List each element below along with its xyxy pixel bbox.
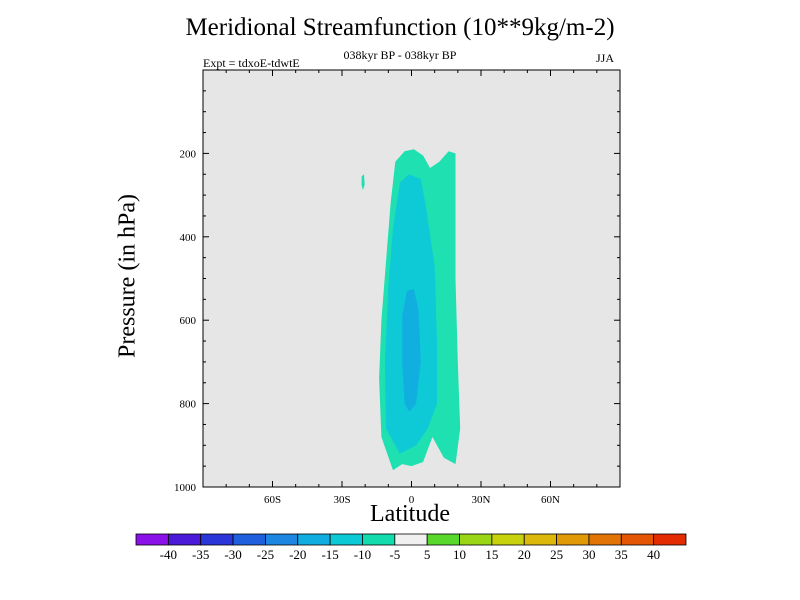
colorbar-label: -25 xyxy=(257,547,274,562)
colorbar-box xyxy=(135,533,169,546)
colorbar-label: -10 xyxy=(354,547,371,562)
x-tick-label: 0 xyxy=(409,494,415,506)
colorbar-label: 20 xyxy=(518,547,531,562)
colorbar-box xyxy=(200,533,234,546)
colorbar-box xyxy=(556,533,590,546)
colorbar-box xyxy=(426,533,460,546)
colorbar-label: 10 xyxy=(453,547,466,562)
colorbar-label: 5 xyxy=(424,547,431,562)
x-tick-label: 30N xyxy=(472,494,491,506)
x-tick-label: 60N xyxy=(541,494,560,506)
colorbar-box xyxy=(459,533,493,546)
x-axis-label: Latitude xyxy=(370,501,450,527)
colorbar-box xyxy=(265,533,299,546)
colorbar-label: 15 xyxy=(485,547,498,562)
y-tick-label: 200 xyxy=(180,148,197,160)
colorbar-box xyxy=(588,533,622,546)
y-tick-label: 400 xyxy=(180,232,197,244)
colorbar-box xyxy=(653,533,687,546)
y-tick-label: 600 xyxy=(180,315,197,327)
contour-region-1 xyxy=(361,174,365,191)
colorbar-box xyxy=(297,533,331,546)
colorbar-label: 25 xyxy=(550,547,563,562)
colorbar-label: -5 xyxy=(389,547,400,562)
x-tick-label: 60S xyxy=(264,494,281,506)
contour-region-3 xyxy=(402,288,421,412)
colorbar-label: -30 xyxy=(224,547,241,562)
colorbar-box xyxy=(232,533,266,546)
colorbar-box xyxy=(620,533,655,546)
x-tick-label: 30S xyxy=(333,494,350,506)
y-tick-label: 800 xyxy=(180,399,197,411)
colorbar-label: -40 xyxy=(160,547,177,562)
colorbar-box xyxy=(523,533,557,546)
colorbar-label: 30 xyxy=(582,547,595,562)
colorbar-box xyxy=(394,533,428,546)
y-tick-label: 1000 xyxy=(174,482,197,494)
colorbar-label: 40 xyxy=(647,547,660,562)
colorbar-label: 35 xyxy=(615,547,628,562)
experiment-label: Expt = tdxoE-tdwtE xyxy=(203,56,300,70)
chart-title: Meridional Streamfunction (10**9kg/m-2) xyxy=(185,14,615,41)
colorbar-box xyxy=(329,533,363,546)
colorbar-box xyxy=(491,533,525,546)
colorbar-box xyxy=(167,533,202,546)
colorbar-label: -15 xyxy=(321,547,338,562)
colorbar-label: -35 xyxy=(192,547,209,562)
colorbar-box xyxy=(362,533,396,546)
season-label: JJA xyxy=(596,51,615,65)
colorbar-label: -20 xyxy=(289,547,306,562)
chart-subtitle: 038kyr BP - 038kyr BP xyxy=(343,48,457,62)
